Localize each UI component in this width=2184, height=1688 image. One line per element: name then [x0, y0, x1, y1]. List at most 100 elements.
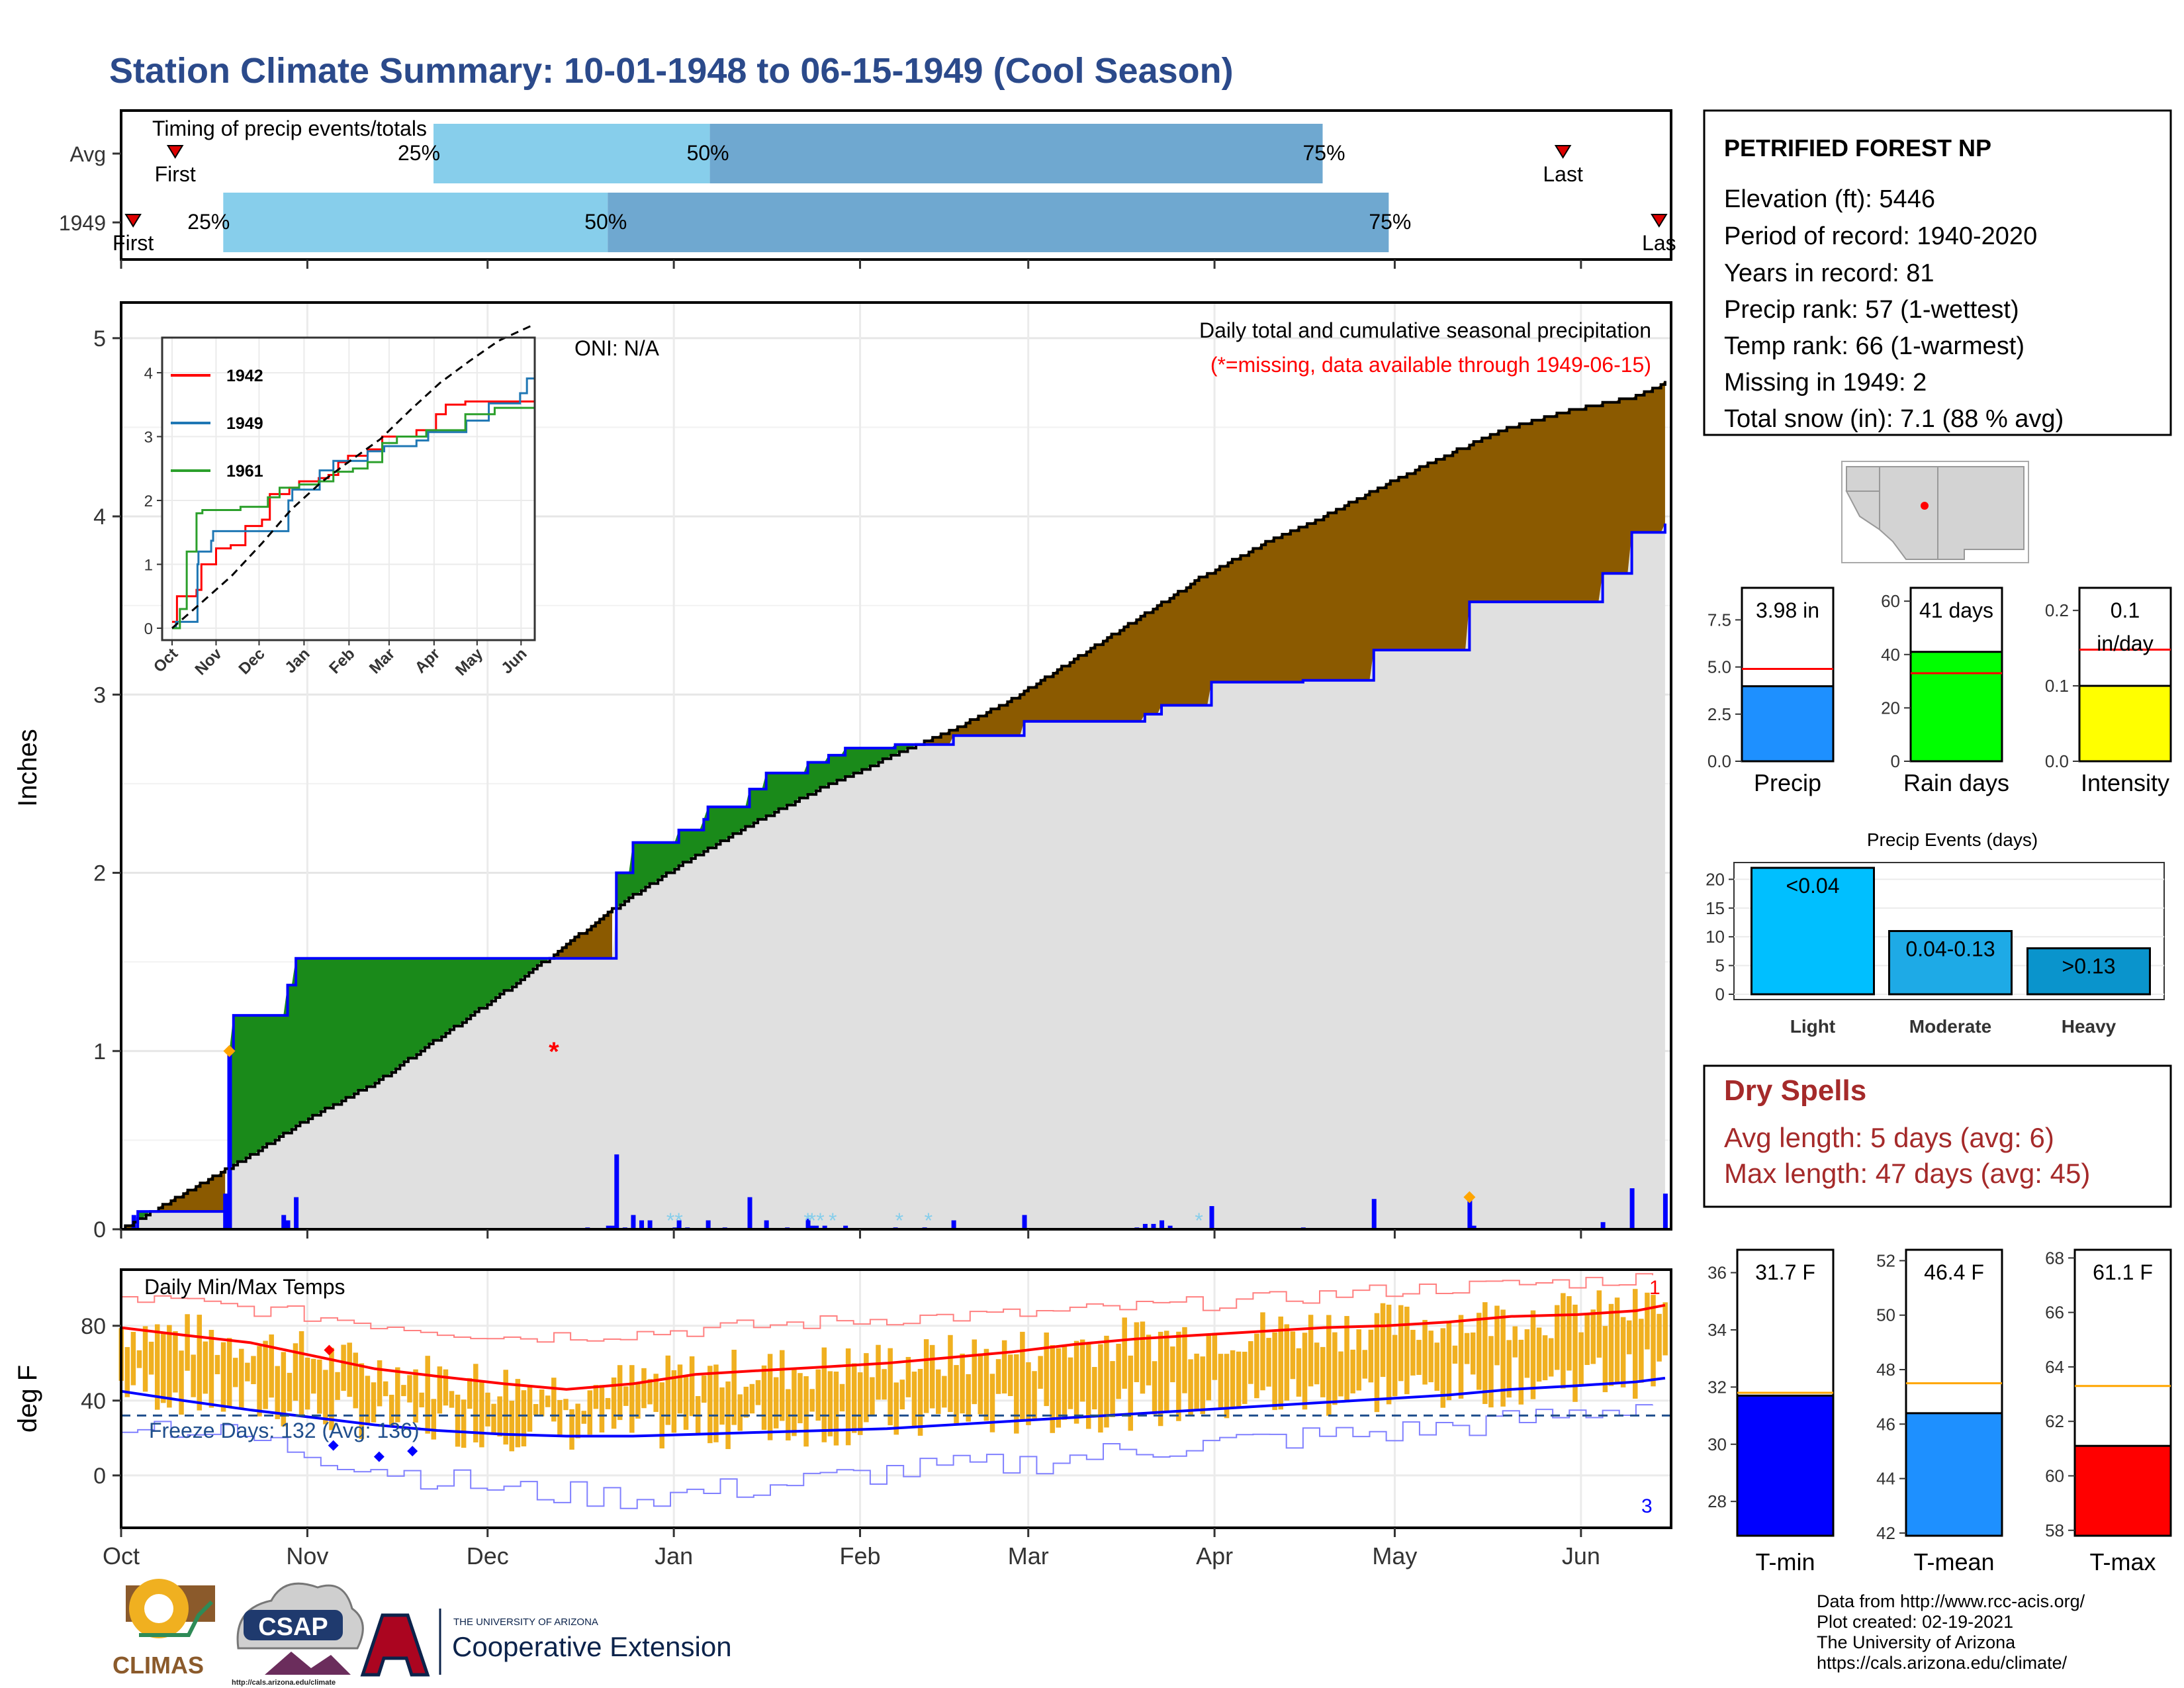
average-min-line — [120, 1376, 1666, 1438]
temp-daily-range-bar — [719, 1387, 725, 1425]
temp-daily-range-bar — [1548, 1338, 1554, 1377]
temp-daily-range-bar — [755, 1380, 761, 1405]
precip-daily-bar — [647, 1220, 653, 1229]
temp-daily-range-bar — [1639, 1319, 1644, 1383]
inset-ytick-label: 0 — [144, 620, 153, 638]
temp-daily-range-bar — [1290, 1331, 1296, 1380]
average-max-line — [120, 1303, 1666, 1391]
station-line-temp-rank: Temp rank: 66 (1-warmest) — [1724, 332, 2025, 360]
temp-daily-range-bar — [1620, 1317, 1626, 1387]
footer-line-university: The University of Arizona — [1817, 1632, 2016, 1652]
temp-daily-range-bar — [515, 1379, 521, 1448]
summary-ytick-label: 5.0 — [1707, 657, 1731, 677]
summary-ytick-label: 60 — [2045, 1466, 2064, 1485]
temp-daily-range-bar — [989, 1374, 995, 1432]
temp-daily-range-bar — [792, 1369, 797, 1436]
temp-daily-range-bar — [347, 1342, 352, 1397]
temp-daily-range-bar — [1626, 1320, 1632, 1354]
station-name: PETRIFIED FOREST NP — [1724, 134, 1991, 162]
ua-block-a — [360, 1613, 430, 1677]
temp-daily-range-bar — [858, 1372, 863, 1435]
temp-daily-range-bar — [1020, 1331, 1025, 1421]
temp-daily-range-bar — [232, 1358, 238, 1387]
month-tick-label: May — [1372, 1542, 1417, 1570]
events-bar — [2026, 947, 2151, 996]
temp-daily-range-bar — [1590, 1309, 1596, 1364]
temp-daily-range-bar — [1428, 1331, 1433, 1383]
temp-daily-range-bar — [1260, 1312, 1265, 1391]
temp-daily-range-bar — [1567, 1296, 1572, 1371]
inset-legend-label: 1949 — [226, 414, 263, 433]
summary-ytick-label: 62 — [2045, 1411, 2064, 1431]
temp-daily-range-bar — [413, 1369, 418, 1423]
temp-daily-range-bar — [1122, 1317, 1127, 1389]
timing-band-q2 — [608, 193, 1389, 252]
temp-daily-range-bar — [293, 1343, 298, 1401]
temp-daily-range-bar — [1512, 1326, 1518, 1358]
temp-daily-range-bar — [479, 1382, 484, 1448]
temp-daily-range-bar — [882, 1369, 887, 1400]
temp-panel: 0 40 80 Daily Min/Max Temps Freeze Days: 1… — [13, 1268, 1672, 1529]
summary-category-label: T-mean — [1913, 1548, 1994, 1575]
summary-ytick-label: 32 — [1707, 1377, 1727, 1397]
temp-daily-range-bar — [815, 1369, 821, 1421]
temp-daily-range-bar — [1079, 1339, 1085, 1402]
temp-daily-range-bar — [995, 1359, 1001, 1394]
precip-missing-note: (*=missing, data available through 1949-… — [1210, 353, 1651, 377]
temp-daily-range-bar — [917, 1368, 923, 1436]
temp-daily-range-bar — [563, 1399, 569, 1411]
temp-daily-range-bar — [1085, 1343, 1091, 1429]
summary-ytick-label: 68 — [2045, 1248, 2064, 1268]
station-line-elevation: Elevation (ft): 5446 — [1724, 185, 1935, 213]
temp-daily-range-bar — [395, 1367, 400, 1423]
temp-daily-range-bar — [1518, 1339, 1524, 1405]
temp-daily-range-bar — [287, 1372, 293, 1412]
temp-daily-range-bar — [539, 1389, 545, 1417]
temp-daily-range-bar — [1561, 1293, 1566, 1389]
temp-ylabel: deg F — [13, 1365, 42, 1432]
station-line-snow: Total snow (in): 7.1 (88 % avg) — [1724, 405, 2064, 433]
temp-daily-range-bar — [611, 1377, 617, 1429]
temp-ytick-label: 40 — [81, 1389, 106, 1414]
timing-row-label: Avg — [69, 142, 106, 166]
temp-daily-range-bar — [575, 1403, 580, 1438]
temp-daily-range-bar — [1116, 1343, 1121, 1399]
month-tick-label: Apr — [1196, 1542, 1233, 1570]
temp-daily-range-bar — [809, 1389, 815, 1412]
dry-spells-frame — [1703, 1064, 2172, 1208]
temp-daily-range-bar — [1224, 1354, 1230, 1419]
csap-logo: CSAP http://cals.arizona.edu/climate — [232, 1582, 364, 1687]
temp-daily-range-bar — [617, 1365, 623, 1421]
timing-first-label: First — [155, 162, 196, 186]
temp-daily-range-bar — [1098, 1344, 1103, 1433]
temp-daily-range-bar — [671, 1370, 677, 1433]
station-line-years: Years in record: 81 — [1724, 259, 1934, 287]
events-bar-label: <0.04 — [1786, 874, 1840, 898]
station-frame — [1703, 109, 2172, 436]
temp-daily-range-bar — [263, 1340, 268, 1409]
events-bar-label: 0.04-0.13 — [1905, 937, 1995, 961]
temp-daily-range-bar — [731, 1350, 737, 1425]
timing-label-25: 25% — [187, 210, 230, 234]
temp-daily-range-bar — [1320, 1346, 1326, 1397]
climas-logo-cactus — [139, 1600, 214, 1637]
summary-ytick-label: 0.1 — [2045, 676, 2069, 696]
temp-daily-range-bar — [737, 1394, 743, 1431]
temp-daily-range-bar — [1254, 1333, 1259, 1399]
temp-daily-range-bar — [1488, 1336, 1494, 1408]
oni-label: ONI: N/A — [574, 336, 660, 360]
temp-daily-range-bar — [1458, 1315, 1464, 1399]
temp-daily-range-bar — [1398, 1305, 1404, 1382]
events-category-label: Moderate — [1909, 1016, 1991, 1037]
summary-ytick-label: 40 — [1881, 645, 1900, 665]
snow-day-marker: * — [925, 1209, 933, 1233]
station-line-precip-rank: Precip rank: 57 (1-wettest) — [1724, 296, 2019, 324]
temp-daily-range-bar — [491, 1403, 496, 1434]
temp-daily-range-bar — [1494, 1305, 1500, 1366]
summary-value-label-unit: in/day — [2097, 632, 2153, 655]
temp-daily-range-bar — [1032, 1371, 1037, 1420]
temp-daily-range-bar — [1308, 1315, 1314, 1387]
csap-logo-badge — [244, 1610, 343, 1640]
timing-label-75: 75% — [1302, 141, 1345, 165]
